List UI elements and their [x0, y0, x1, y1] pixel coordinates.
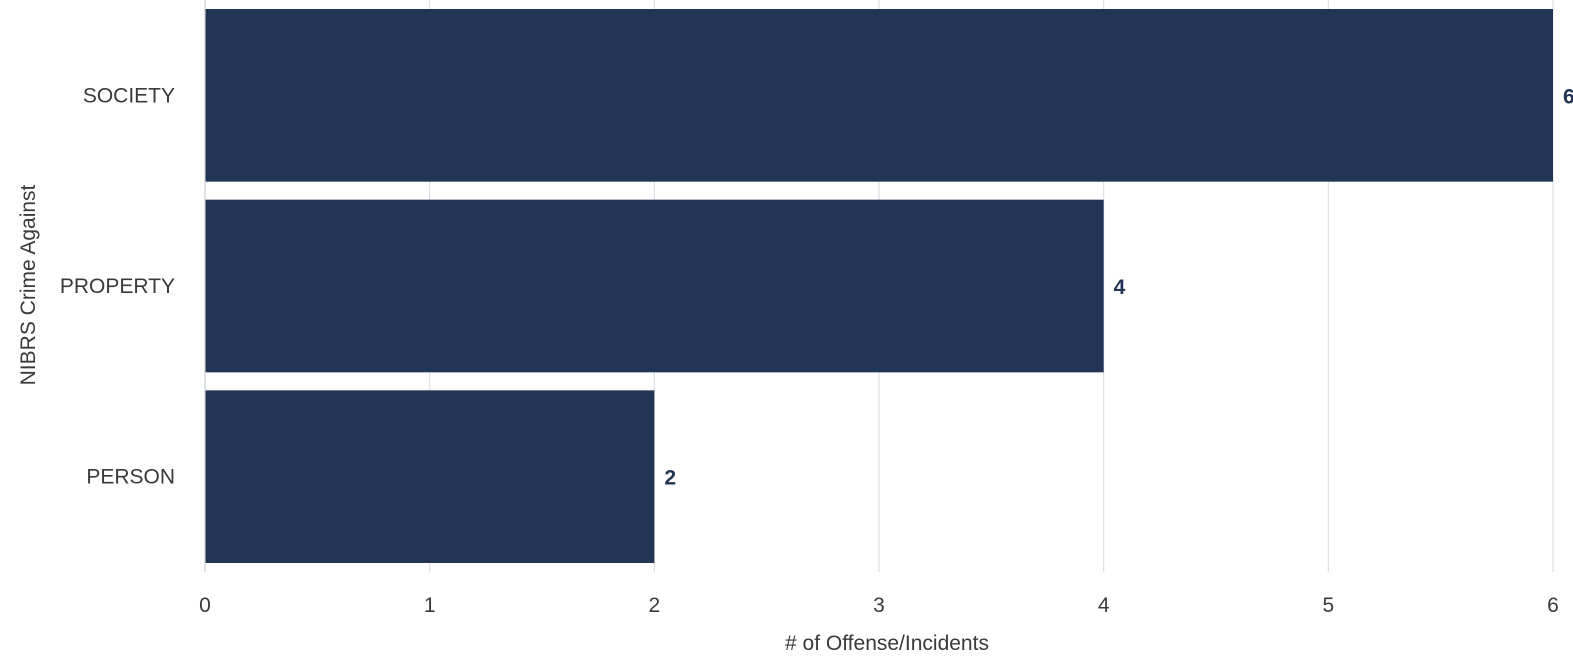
- x-axis-title: # of Offense/Incidents: [785, 632, 989, 655]
- y-axis: SOCIETY PROPERTY PERSON: [60, 0, 206, 572]
- x-axis: 0 1 2 3 4 5 6: [199, 594, 1559, 617]
- bar: [205, 199, 1104, 373]
- x-tick-label: 5: [1322, 594, 1334, 617]
- x-tick-label: 6: [1547, 594, 1559, 617]
- category-label: PROPERTY: [60, 275, 175, 298]
- x-tick-label: 4: [1098, 594, 1110, 617]
- x-tick-label: 2: [648, 594, 660, 617]
- x-tick-label: 1: [424, 594, 436, 617]
- bar: [205, 9, 1553, 182]
- data-label: 4: [1114, 276, 1126, 299]
- data-label: 2: [664, 467, 676, 490]
- category-label: SOCIETY: [83, 84, 175, 107]
- bars: 6 4 2: [205, 9, 1573, 563]
- x-tick-label: 0: [199, 594, 211, 617]
- data-label: 6: [1563, 85, 1573, 108]
- category-label: PERSON: [86, 466, 175, 489]
- x-tick-label: 3: [873, 594, 885, 617]
- bar: [205, 390, 655, 563]
- y-axis-title: NIBRS Crime Against: [17, 184, 40, 385]
